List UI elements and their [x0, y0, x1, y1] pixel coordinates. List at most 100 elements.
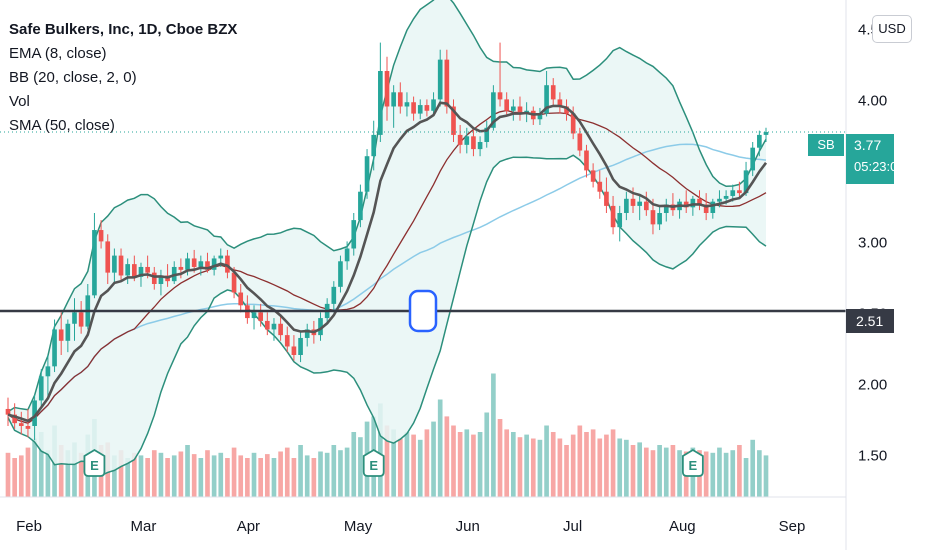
candle-body — [344, 248, 350, 262]
volume-bar — [404, 432, 410, 497]
price-axis[interactable]: 4.504.003.503.002.502.001.50 — [858, 21, 887, 464]
volume-bar — [431, 421, 436, 497]
candle — [424, 99, 430, 117]
candle-body — [211, 258, 217, 270]
candle — [657, 205, 662, 231]
candle — [537, 107, 543, 125]
earnings-marker[interactable]: E — [83, 448, 106, 477]
candle-body — [590, 170, 596, 182]
candle-body — [577, 133, 583, 151]
candle-body — [378, 71, 383, 135]
candle-body — [92, 230, 97, 296]
candle — [198, 255, 204, 276]
symbol-title[interactable]: Safe Bulkers, Inc, 1D, Cboe BZX — [9, 21, 238, 38]
candle-body — [238, 292, 244, 306]
candle-body — [451, 106, 456, 135]
earnings-marker[interactable]: E — [681, 448, 704, 477]
candle-body — [291, 346, 297, 355]
candle-body — [32, 400, 37, 426]
last-price: 3.77 — [854, 137, 882, 153]
volume-bar — [477, 432, 483, 497]
candle — [617, 205, 623, 242]
volume-bar — [457, 432, 463, 497]
candle — [92, 213, 97, 299]
x-tick-label: Mar — [131, 518, 157, 535]
currency-button[interactable]: USD — [872, 15, 912, 43]
candle — [511, 99, 516, 121]
horizontal-line-handle[interactable] — [408, 289, 438, 333]
candle — [78, 301, 84, 334]
volume-bar — [484, 412, 490, 497]
candle-body — [557, 99, 563, 107]
volume-bar — [298, 445, 303, 497]
candle-body — [205, 261, 210, 270]
candle — [497, 42, 503, 107]
volume-bar — [524, 434, 529, 497]
candle-body — [271, 323, 277, 330]
candle-body — [391, 92, 396, 107]
candle-body — [610, 205, 616, 228]
candle — [451, 99, 456, 142]
volume-bar — [497, 419, 503, 497]
volume-bar — [737, 445, 742, 497]
candle — [550, 78, 556, 107]
volume-bar — [757, 450, 762, 497]
candle-body — [251, 312, 257, 319]
volume-bar — [78, 452, 84, 497]
candle-body — [617, 213, 623, 228]
volume-bar — [278, 451, 283, 497]
volume-bar — [544, 425, 549, 497]
earnings-badge — [681, 448, 704, 477]
candle-body — [371, 134, 377, 157]
candle — [557, 92, 563, 114]
candle-body — [178, 266, 184, 270]
candle — [304, 323, 310, 347]
volume-bar — [138, 455, 144, 497]
indicator-ema[interactable]: EMA (8, close) — [9, 45, 107, 62]
candle-body — [411, 102, 416, 114]
volume-bar — [451, 425, 456, 497]
candle — [464, 127, 470, 154]
candle — [411, 96, 416, 121]
candle-body — [145, 266, 150, 273]
volume-bar — [132, 452, 137, 497]
candle-body — [710, 201, 716, 213]
horizontal-line-drawing[interactable] — [0, 289, 846, 333]
candle-body — [471, 136, 476, 150]
candle-body — [338, 261, 343, 287]
candle — [763, 127, 769, 142]
candle — [584, 144, 589, 178]
volume-bar — [617, 438, 623, 497]
time-axis[interactable]: Feb Mar Apr May Jun Jul Aug Sep — [16, 518, 805, 535]
indicator-sma[interactable]: SMA (50, close) — [9, 117, 115, 134]
candle — [258, 303, 263, 327]
volume-bar — [358, 437, 363, 497]
volume-bar — [45, 450, 51, 497]
candle-body — [477, 142, 483, 150]
candle — [371, 120, 377, 171]
volume-bar — [384, 425, 390, 497]
earnings-marker[interactable]: E — [362, 448, 385, 477]
indicator-volume[interactable]: Vol — [9, 93, 30, 110]
volume-bar — [550, 432, 556, 497]
candle-body — [537, 113, 543, 120]
volume-bar — [570, 434, 576, 497]
x-tick-label: Sep — [779, 518, 806, 535]
candle-body — [125, 264, 131, 276]
indicator-bollinger[interactable]: BB (20, close, 2, 0) — [9, 69, 137, 86]
volume-bar — [663, 447, 669, 497]
candle — [637, 195, 642, 221]
y-tick-label: 4.00 — [858, 92, 887, 109]
volume-bar — [344, 447, 350, 497]
candle-body — [264, 320, 270, 330]
y-tick-label: 3.00 — [858, 234, 887, 251]
candle-body — [25, 426, 31, 429]
candle — [112, 248, 117, 284]
candle — [344, 241, 350, 270]
candle-body — [637, 201, 642, 206]
candle — [710, 198, 716, 219]
volume-bar — [763, 455, 769, 497]
candle-body — [564, 106, 569, 114]
volume-bar — [650, 450, 656, 497]
